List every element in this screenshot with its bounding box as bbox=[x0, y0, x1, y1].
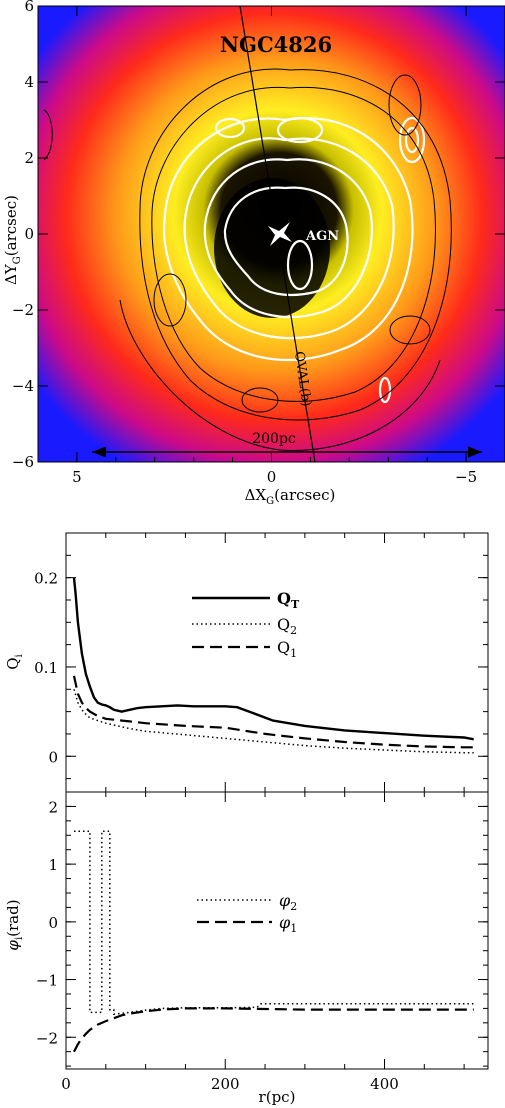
y-tick-label: −1 bbox=[36, 972, 58, 990]
phi-x-axis-title: r(pc) bbox=[259, 1088, 296, 1106]
series-line-dashed-2 bbox=[72, 675, 474, 749]
phi-labels: 0 200 400 −2 −1 0 1 2 bbox=[36, 798, 399, 1093]
map-y-tick-label: −6 bbox=[12, 453, 34, 471]
phi-series bbox=[73, 830, 474, 1053]
phi-legend: φ2 φ1 bbox=[197, 891, 297, 935]
legend-label-phi2: φ2 bbox=[279, 891, 297, 913]
y-tick-label: 0.1 bbox=[34, 659, 58, 677]
q-series bbox=[72, 577, 474, 754]
map-x-tick-label: 5 bbox=[72, 468, 82, 486]
agn-annotation: AGN bbox=[305, 229, 339, 244]
map-ticks bbox=[37, 5, 505, 463]
map-title: NGC4826 bbox=[220, 32, 332, 57]
y-tick-label: 0 bbox=[48, 748, 58, 766]
x-tick-label: 0 bbox=[61, 1075, 71, 1093]
map-x-tick-label: −5 bbox=[455, 468, 477, 486]
map-y-tick-label: 2 bbox=[24, 149, 34, 167]
y-tick-label: −2 bbox=[36, 1029, 58, 1047]
phi-frame bbox=[65, 791, 489, 1070]
y-tick-label: 0 bbox=[48, 914, 58, 932]
phi-ticks bbox=[65, 791, 488, 1069]
white-contours bbox=[163, 116, 426, 404]
legend-label-q2: Q2 bbox=[277, 615, 297, 637]
q-labels: 0 0.1 0.2 bbox=[34, 570, 58, 767]
map-labels: 5 0 −5 −6 −4 −2 0 2 4 6 bbox=[12, 0, 477, 486]
scale-annotation: 200pc bbox=[252, 431, 296, 447]
y-tick-label: 2 bbox=[48, 798, 58, 816]
q-legend: QT Q2 Q1 bbox=[192, 589, 300, 660]
q-ticks bbox=[65, 532, 488, 792]
nucleus-blob bbox=[214, 178, 330, 318]
q-y-axis-title: Qi bbox=[4, 654, 25, 670]
series-line-dashed-1 bbox=[73, 1007, 474, 1053]
legend-label-q1: Q1 bbox=[277, 638, 297, 660]
map-y-axis-title: ΔYG(arcsec) bbox=[2, 195, 23, 285]
map-x-tick-label: 0 bbox=[267, 468, 277, 486]
map-y-tick-label: 4 bbox=[24, 73, 34, 91]
agn-marker bbox=[268, 222, 292, 246]
q-frame bbox=[65, 532, 489, 793]
phi-y-axis-title: φi(rad) bbox=[4, 899, 25, 950]
legend-label-phi1: φ1 bbox=[279, 913, 297, 935]
phi-panel: 0 200 400 −2 −1 0 1 2 φ2 φ1 φi(rad) r(pc) bbox=[4, 791, 489, 1106]
series-line-solid-0 bbox=[72, 577, 474, 741]
map-y-tick-label: 6 bbox=[24, 0, 34, 15]
y-tick-label: 0.2 bbox=[34, 570, 58, 588]
map-y-tick-label: −2 bbox=[12, 301, 34, 319]
x-tick-label: 400 bbox=[370, 1075, 399, 1093]
map-y-tick-label: 0 bbox=[24, 225, 34, 243]
series-line-dotted-0 bbox=[74, 830, 474, 1016]
y-tick-label: 1 bbox=[48, 856, 58, 874]
map-x-axis-title: ΔXG(arcsec) bbox=[245, 486, 336, 507]
series-line-dotted-1 bbox=[73, 689, 474, 754]
x-tick-label: 200 bbox=[211, 1075, 240, 1093]
map-y-tick-label: −4 bbox=[12, 377, 34, 395]
q-panel: 0 0.1 0.2 QT Q2 Q1 Qi bbox=[4, 532, 489, 793]
legend-label-qt: QT bbox=[277, 589, 300, 611]
